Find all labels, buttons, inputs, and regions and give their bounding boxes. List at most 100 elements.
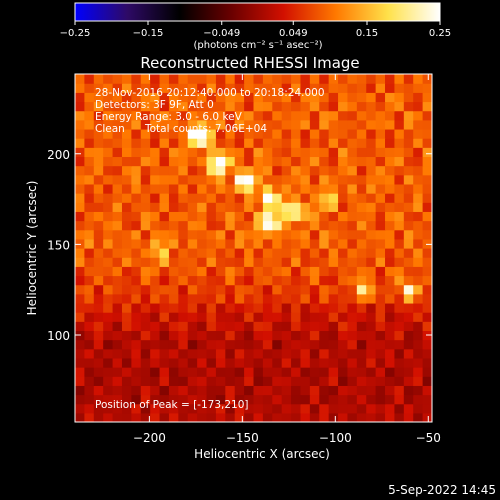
heatmap-cell: [309, 302, 320, 313]
heatmap-cell: [140, 119, 151, 130]
heatmap-cell: [131, 147, 142, 158]
heatmap-cell: [178, 183, 189, 194]
heatmap-cell: [356, 74, 367, 84]
heatmap-cell: [168, 110, 179, 121]
heatmap-cell: [84, 257, 95, 267]
heatmap-cell: [309, 119, 320, 130]
heatmap-cell: [168, 394, 179, 405]
heatmap-cell: [375, 110, 386, 121]
heatmap-cell: [234, 119, 245, 130]
heatmap-cell: [300, 229, 311, 240]
heatmap-cell: [394, 220, 405, 231]
heatmap-cell: [225, 348, 236, 359]
heatmap-cell: [244, 312, 255, 322]
heatmap-cell: [244, 403, 255, 414]
heatmap-cell: [244, 83, 255, 93]
heatmap-cell: [197, 330, 208, 341]
heatmap-cell: [328, 83, 339, 93]
heatmap-cell: [309, 266, 320, 277]
heatmap-cell: [178, 275, 189, 286]
heatmap-cell: [178, 394, 189, 405]
heatmap-cell: [234, 193, 245, 203]
heatmap-cell: [422, 119, 432, 130]
heatmap-cell: [347, 202, 358, 212]
heatmap-cell: [84, 202, 95, 212]
heatmap-cell: [253, 403, 264, 414]
heatmap-cell: [394, 193, 405, 203]
heatmap-cell: [197, 339, 208, 350]
heatmap-cell: [197, 357, 208, 368]
heatmap-cell: [356, 302, 367, 313]
heatmap-cell: [215, 147, 226, 158]
heatmap-cell: [422, 275, 432, 286]
heatmap-cell: [225, 193, 236, 203]
heatmap-cell: [253, 367, 264, 377]
heatmap-cell: [234, 275, 245, 286]
heatmap-cell: [121, 193, 132, 203]
heatmap-cell: [75, 229, 85, 240]
heatmap-cell: [75, 183, 85, 194]
heatmap-cell: [206, 275, 217, 286]
heatmap-cell: [112, 183, 123, 194]
heatmap-cell: [93, 348, 104, 359]
heatmap-cell: [309, 156, 320, 167]
heatmap-cell: [300, 138, 311, 148]
heatmap-cell: [422, 266, 432, 277]
heatmap-cell: [375, 174, 386, 185]
heatmap-cell: [150, 211, 161, 222]
heatmap-cell: [206, 348, 217, 359]
heatmap-cell: [103, 229, 114, 240]
heatmap-cell: [168, 266, 179, 277]
heatmap-cell: [84, 83, 95, 93]
heatmap-cell: [234, 348, 245, 359]
heatmap-cell: [403, 293, 414, 304]
heatmap-cell: [75, 284, 85, 295]
heatmap-cell: [234, 229, 245, 240]
heatmap-cell: [159, 211, 170, 222]
heatmap-cell: [197, 293, 208, 304]
heatmap-cell: [103, 83, 114, 93]
heatmap-cell: [385, 119, 396, 130]
heatmap-cell: [75, 248, 85, 258]
heatmap-cell: [93, 293, 104, 304]
heatmap-cell: [131, 74, 142, 84]
heatmap-cell: [394, 376, 405, 386]
heatmap-cell: [422, 183, 432, 194]
heatmap-cell: [215, 403, 226, 414]
heatmap-cell: [309, 83, 320, 93]
heatmap-cell: [385, 266, 396, 277]
heatmap-cell: [356, 394, 367, 405]
heatmap-cell: [253, 357, 264, 368]
x-axis: −200 −150 −100 −50: [133, 74, 441, 445]
heatmap-cell: [140, 92, 151, 103]
heatmap-cell: [385, 92, 396, 103]
heatmap-cell: [291, 403, 302, 414]
heatmap-cell: [168, 376, 179, 386]
heatmap-cell: [187, 403, 198, 414]
heatmap-cell: [75, 202, 85, 212]
heatmap-cell: [385, 284, 396, 295]
heatmap-cell: [319, 174, 330, 185]
heatmap-cell: [347, 312, 358, 322]
heatmap-cell: [206, 101, 217, 112]
heatmap-cell: [168, 92, 179, 103]
heatmap-cell: [309, 220, 320, 231]
heatmap-cell: [84, 321, 95, 332]
heatmap-cell: [403, 110, 414, 121]
heatmap-cell: [385, 257, 396, 267]
heatmap-cell: [403, 357, 414, 368]
heatmap-cell: [159, 403, 170, 414]
heatmap-cell: [356, 257, 367, 267]
heatmap-cell: [150, 330, 161, 341]
heatmap-cell: [422, 385, 432, 396]
heatmap-cell: [309, 138, 320, 148]
heatmap-cell: [103, 367, 114, 377]
heatmap-cell: [272, 412, 283, 422]
heatmap-cell: [150, 284, 161, 295]
heatmap-cell: [394, 92, 405, 103]
heatmap-cell: [403, 74, 414, 84]
heatmap-cell: [366, 312, 377, 322]
heatmap-cell: [168, 202, 179, 212]
heatmap-cell: [338, 229, 349, 240]
